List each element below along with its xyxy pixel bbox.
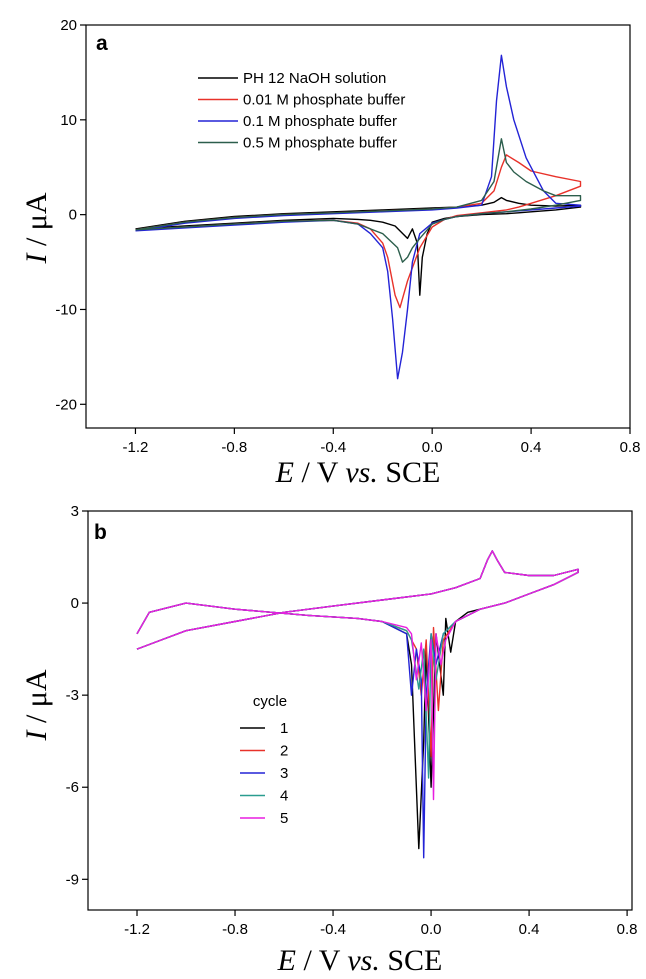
- legend-title: cycle: [253, 693, 287, 710]
- series-line: [136, 550, 579, 779]
- x-axis-vs: vs.: [347, 944, 380, 977]
- y-axis-title: I / μA: [20, 192, 53, 264]
- legend-label: 5: [280, 810, 288, 827]
- x-axis-var: E: [275, 456, 294, 489]
- series-line: [136, 550, 579, 850]
- x-axis-unit: / V: [296, 944, 347, 977]
- y-axis-title: I / μA: [20, 669, 53, 741]
- panel-a: -1.2 -0.8 -0.4 0.0 0.4 0.8 20 10 0 -10 -20 a PH 12 N…: [20, 17, 640, 489]
- y-tick-label: 0: [71, 595, 79, 612]
- series-line: [135, 138, 582, 263]
- series-line: [136, 550, 579, 859]
- x-tick-label: 0.4: [521, 439, 542, 456]
- legend: cycle 1 2 3 4 5: [240, 693, 288, 827]
- plot-frame: [87, 510, 633, 911]
- x-axis-ref: SCE: [378, 456, 441, 489]
- legend-label: 0.01 M phosphate buffer: [243, 92, 405, 109]
- x-axis-unit: / V: [294, 456, 345, 489]
- x-axis-title: E / V vs. SCE: [275, 456, 441, 489]
- x-tick-label: -1.2: [124, 921, 150, 938]
- x-tick-label: -0.8: [221, 439, 247, 456]
- y-tick-label: -6: [66, 779, 79, 796]
- panel-letter: b: [94, 521, 107, 544]
- legend-label: 0.5 M phosphate buffer: [243, 135, 397, 152]
- x-tick-label: -0.8: [222, 921, 248, 938]
- x-axis-vs: vs.: [345, 456, 378, 489]
- legend-label: 4: [280, 788, 288, 805]
- x-tick-label: 0.0: [421, 921, 442, 938]
- y-axis-unit: / μA: [20, 192, 53, 253]
- y-tick-label: -3: [66, 687, 79, 704]
- legend-label: PH 12 NaOH solution: [243, 70, 386, 87]
- y-tick-label: -20: [55, 396, 77, 413]
- x-axis-ref: SCE: [380, 944, 443, 977]
- panel-letter: a: [96, 32, 108, 55]
- x-axis-title: E / V vs. SCE: [277, 944, 443, 977]
- legend: PH 12 NaOH solution 0.01 M phosphate buff…: [198, 70, 405, 152]
- plot-frame: [85, 24, 631, 429]
- x-tick-label: -0.4: [320, 439, 346, 456]
- y-tick-label: 3: [71, 503, 79, 520]
- legend-label: 0.1 M phosphate buffer: [243, 113, 397, 130]
- series-line: [135, 54, 582, 380]
- y-axis-var: I: [20, 729, 53, 742]
- legend-label: 1: [280, 720, 288, 737]
- x-tick-label: 0.8: [620, 439, 641, 456]
- y-tick-label: -9: [66, 871, 79, 888]
- x-tick-label: -0.4: [320, 921, 346, 938]
- legend-label: 3: [280, 765, 288, 782]
- y-axis-var: I: [20, 252, 53, 265]
- x-tick-label: 0.4: [519, 921, 540, 938]
- panel-b: -1.2 -0.8 -0.4 0.0 0.4 0.8 3 0 -3 -6 -9 b cycle 1 2 3 4 5…: [20, 503, 638, 977]
- x-tick-label: 0.0: [422, 439, 443, 456]
- legend-label: 2: [280, 743, 288, 760]
- x-tick-label: -1.2: [123, 439, 149, 456]
- x-axis-var: E: [277, 944, 296, 977]
- series-line: [136, 550, 579, 758]
- y-tick-label: 10: [60, 112, 77, 129]
- y-tick-label: 20: [60, 17, 77, 34]
- series-line: [136, 550, 579, 801]
- y-axis-unit: / μA: [20, 669, 53, 730]
- series-line: [135, 154, 582, 309]
- x-tick-label: 0.8: [617, 921, 638, 938]
- y-tick-label: 0: [69, 207, 77, 224]
- y-tick-label: -10: [55, 301, 77, 318]
